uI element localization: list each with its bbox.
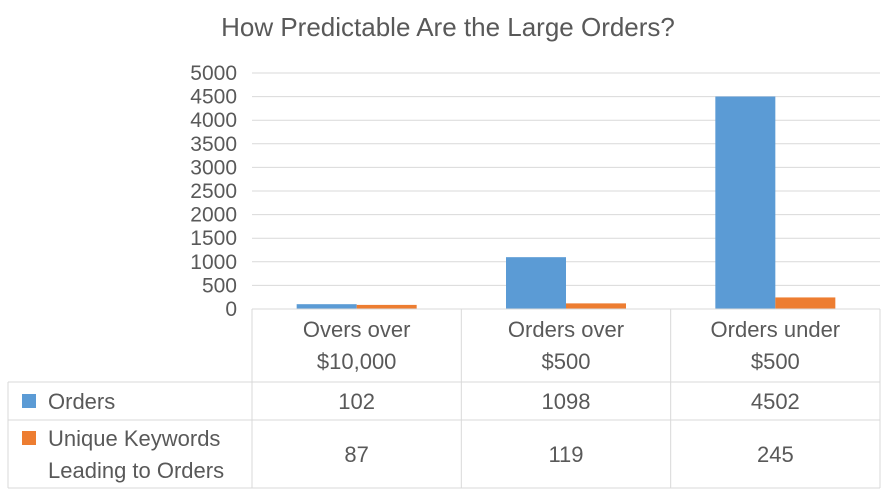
y-tick-label: 2000 bbox=[190, 204, 237, 227]
category-label: $10,000 bbox=[317, 349, 397, 374]
bar-orders-2 bbox=[715, 96, 776, 309]
category-label: Orders under bbox=[711, 317, 841, 342]
legend-label: Unique Keywords bbox=[48, 426, 220, 451]
bar-unique-keywords-2 bbox=[775, 297, 836, 309]
data-table-cell: 102 bbox=[338, 389, 375, 414]
y-tick-label: 5000 bbox=[190, 62, 237, 85]
legend-swatch-unique-keywords bbox=[22, 431, 36, 445]
data-table-cell: 4502 bbox=[751, 389, 800, 414]
data-table-cell: 245 bbox=[757, 442, 794, 467]
y-tick-label: 0 bbox=[225, 298, 237, 321]
category-label: Overs over bbox=[303, 317, 411, 342]
y-tick-label: 2500 bbox=[190, 180, 237, 203]
category-label: $500 bbox=[542, 349, 591, 374]
bars bbox=[296, 96, 836, 309]
legend-label: Orders bbox=[48, 389, 115, 414]
bar-unique-keywords-1 bbox=[566, 303, 626, 309]
y-tick-label: 4500 bbox=[190, 86, 237, 109]
legend-label: Leading to Orders bbox=[48, 458, 224, 483]
y-tick-label: 4000 bbox=[190, 109, 237, 132]
data-table: Overs over $10,000 Orders over $500 Orders u… bbox=[7, 308, 881, 489]
y-tick-label: 3500 bbox=[190, 133, 237, 156]
y-tick-label: 500 bbox=[202, 274, 237, 297]
category-label: $500 bbox=[751, 349, 800, 374]
y-tick-label: 1500 bbox=[190, 227, 237, 250]
legend-swatch-orders bbox=[22, 394, 36, 408]
bar-unique-keywords-0 bbox=[356, 304, 417, 309]
bar-orders-1 bbox=[506, 257, 566, 309]
y-tick-label: 3000 bbox=[190, 156, 237, 179]
data-table-cell: 119 bbox=[548, 442, 583, 467]
chart-title: How Predictable Are the Large Orders? bbox=[221, 12, 675, 42]
bar-orders-0 bbox=[296, 304, 357, 309]
data-table-cell: 1098 bbox=[542, 389, 591, 414]
category-label: Orders over bbox=[508, 317, 624, 342]
y-tick-label: 1000 bbox=[190, 251, 237, 274]
data-table-cell: 87 bbox=[344, 442, 368, 467]
